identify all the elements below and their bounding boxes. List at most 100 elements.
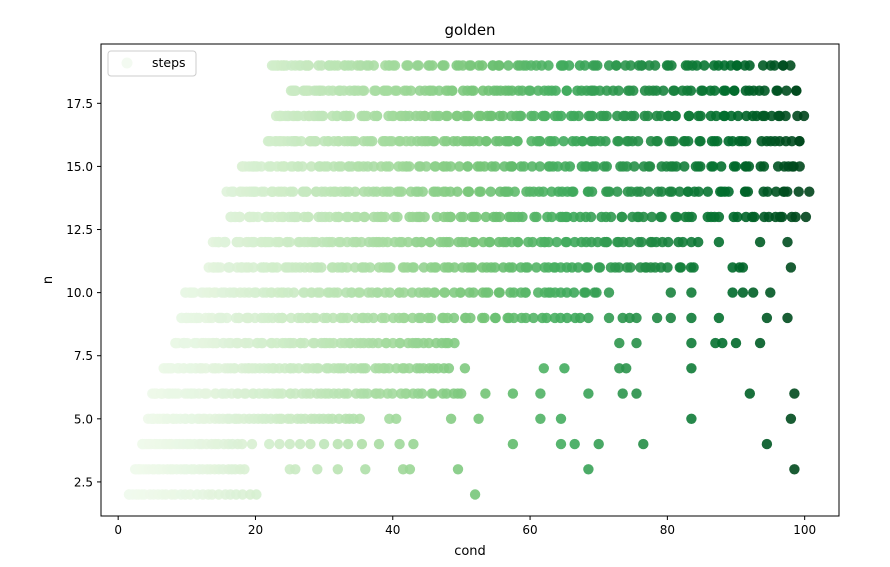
scatter-point bbox=[625, 262, 636, 273]
scatter-point bbox=[798, 110, 810, 122]
scatter-point bbox=[248, 262, 259, 273]
scatter-point bbox=[477, 60, 488, 71]
y-axis-label: n bbox=[41, 276, 56, 284]
scatter-point bbox=[794, 161, 805, 172]
scatter-point bbox=[429, 287, 440, 298]
scatter-point bbox=[535, 388, 546, 399]
scatter-point bbox=[410, 110, 422, 122]
scatter-point bbox=[290, 85, 301, 96]
scatter-point bbox=[520, 287, 531, 298]
scatter-point bbox=[581, 262, 592, 273]
scatter-point bbox=[761, 438, 773, 450]
scatter-point bbox=[624, 236, 635, 248]
scatter-point bbox=[789, 464, 800, 475]
scatter-point bbox=[364, 262, 376, 273]
scatter-point bbox=[655, 110, 667, 122]
scatter-point bbox=[233, 312, 245, 324]
scatter-point bbox=[577, 136, 588, 147]
scatter-point bbox=[344, 110, 356, 122]
scatter-point bbox=[583, 312, 594, 324]
scatter-point bbox=[468, 236, 479, 248]
scatter-point bbox=[440, 110, 452, 122]
scatter-point bbox=[449, 337, 460, 349]
scatter-point bbox=[445, 211, 456, 223]
scatter-point bbox=[675, 262, 687, 273]
scatter-point bbox=[258, 262, 269, 273]
scatter-point bbox=[350, 136, 361, 147]
scatter-point bbox=[765, 287, 776, 298]
scatter-point bbox=[732, 211, 743, 223]
x-tick-label: 80 bbox=[660, 523, 675, 537]
scatter-point bbox=[425, 312, 437, 324]
y-tick-label: 17.5 bbox=[66, 97, 93, 111]
scatter-point bbox=[447, 85, 458, 96]
scatter-point bbox=[732, 110, 744, 122]
scatter-point bbox=[651, 136, 662, 147]
scatter-point bbox=[785, 262, 797, 273]
scatter-point bbox=[804, 186, 815, 197]
scatter-point bbox=[649, 60, 661, 71]
scatter-point bbox=[329, 60, 340, 71]
scatter-point bbox=[782, 186, 793, 197]
scatter-point bbox=[727, 287, 738, 298]
scatter-point bbox=[601, 161, 612, 172]
x-axis-label: cond bbox=[454, 544, 486, 559]
scatter-point bbox=[563, 60, 575, 71]
scatter-point bbox=[417, 186, 428, 197]
scatter-point bbox=[762, 186, 773, 197]
scatter-point bbox=[319, 161, 330, 172]
scatter-point bbox=[264, 438, 275, 450]
scatter-point bbox=[713, 312, 725, 324]
scatter-point bbox=[458, 211, 469, 223]
scatter-point bbox=[240, 388, 251, 399]
scatter-point bbox=[385, 262, 396, 273]
scatter-point bbox=[360, 464, 371, 475]
scatter-point bbox=[453, 60, 465, 71]
scatter-point bbox=[332, 287, 343, 298]
scatter-point bbox=[364, 136, 376, 147]
scatter-point bbox=[368, 161, 379, 172]
scatter-point bbox=[416, 236, 427, 248]
scatter-point bbox=[209, 287, 220, 298]
scatter-point bbox=[782, 236, 793, 248]
scatter-point bbox=[590, 161, 601, 172]
scatter-point bbox=[354, 413, 365, 424]
scatter-point bbox=[332, 438, 343, 450]
scatter-point bbox=[686, 287, 697, 298]
scatter-point bbox=[400, 388, 411, 399]
scatter-point bbox=[677, 236, 688, 248]
scatter-point bbox=[375, 388, 386, 399]
scatter-point bbox=[742, 186, 754, 197]
scatter-point bbox=[316, 110, 327, 122]
scatter-point bbox=[504, 136, 515, 147]
scatter-point bbox=[273, 136, 285, 147]
scatter-point bbox=[297, 161, 308, 172]
scatter-point bbox=[299, 337, 310, 349]
scatter-point bbox=[427, 136, 439, 147]
scatter-point bbox=[277, 388, 288, 399]
scatter-point bbox=[737, 287, 749, 298]
scatter-point bbox=[600, 136, 611, 147]
scatter-point bbox=[531, 262, 542, 273]
scatter-point bbox=[310, 136, 321, 147]
scatter-point bbox=[638, 438, 649, 450]
scatter-point bbox=[301, 85, 312, 96]
scatter-point bbox=[384, 287, 396, 298]
scatter-point bbox=[403, 60, 414, 71]
scatter-point bbox=[695, 161, 706, 172]
scatter-point bbox=[800, 211, 812, 223]
scatter-point bbox=[313, 363, 324, 374]
scatter-point bbox=[529, 211, 540, 223]
scatter-point bbox=[429, 262, 440, 273]
scatter-point bbox=[290, 262, 301, 273]
scatter-point bbox=[621, 363, 632, 374]
scatter-point bbox=[761, 312, 773, 324]
scatter-point bbox=[631, 312, 642, 324]
scatter-point bbox=[265, 161, 277, 172]
scatter-point bbox=[475, 161, 486, 172]
scatter-point bbox=[737, 262, 749, 273]
scatter-point bbox=[370, 85, 382, 96]
scatter-point bbox=[699, 60, 710, 71]
scatter-point bbox=[743, 161, 755, 172]
scatter-point bbox=[613, 262, 625, 273]
